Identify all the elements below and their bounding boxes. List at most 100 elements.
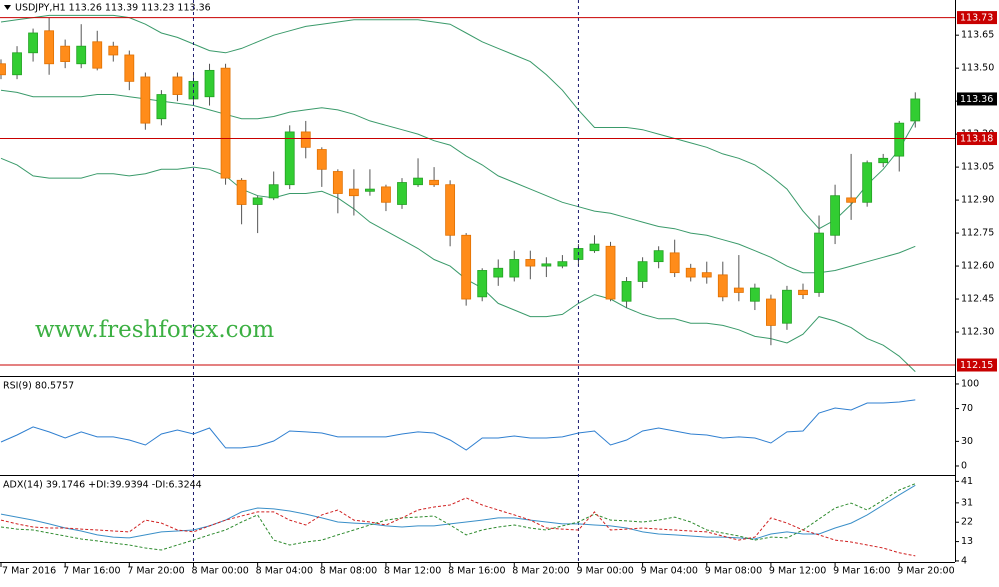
candle-body: [284, 131, 295, 186]
candle-body: [621, 281, 632, 302]
panel-title: ADX(14) 39.1746 +DI:39.9394 -DI:6.3244: [3, 480, 202, 491]
candle-body: [557, 261, 568, 267]
candle-body: [445, 184, 456, 236]
candle-body: [589, 243, 600, 252]
candle-body: [348, 188, 359, 197]
y-tick-label: 113.50: [961, 63, 994, 74]
candle-body: [894, 122, 905, 157]
candle-body: [477, 270, 488, 298]
indicator-line: [0, 399, 916, 451]
candle-body: [733, 287, 744, 293]
y-tick-label: 30: [961, 436, 973, 447]
indicator-line: [0, 89, 916, 274]
candle-body: [493, 267, 504, 278]
x-tick-label: 9 Mar 20:00: [897, 566, 954, 577]
price-label-bg: [957, 92, 997, 106]
x-tick-label: 8 Mar 00:00: [191, 566, 248, 577]
x-tick-label: 7 Mar 16:00: [63, 566, 120, 577]
y-tick-label: 70: [961, 403, 973, 414]
watermark: www.freshforex.com: [35, 317, 274, 343]
x-tick-label: 8 Mar 20:00: [512, 566, 569, 577]
x-tick-label: 9 Mar 00:00: [576, 566, 633, 577]
level-label-bg: [957, 11, 997, 25]
candle-body: [12, 52, 22, 76]
candle-body: [316, 149, 327, 170]
candle-body: [236, 179, 247, 205]
y-tick-label: 31: [961, 497, 973, 508]
y-tick-label: 4: [961, 555, 967, 566]
price-label: 113.36: [960, 94, 993, 105]
candle-body: [814, 232, 824, 293]
level-label: 112.15: [960, 360, 993, 371]
candle-body: [268, 184, 279, 199]
candle-body: [798, 289, 808, 296]
candle-body: [300, 131, 311, 148]
candle-body: [204, 69, 215, 98]
indicator-line: [0, 14, 916, 230]
candle-body: [397, 182, 407, 205]
candle-body: [685, 267, 696, 278]
candle-body: [365, 188, 375, 192]
indicator-line: [0, 497, 916, 557]
x-tick-label: 8 Mar 12:00: [384, 566, 441, 577]
candle-body: [637, 261, 648, 282]
x-tick-label: 9 Mar 04:00: [641, 566, 698, 577]
candle-body: [76, 45, 87, 65]
candle-body: [381, 186, 391, 203]
y-tick-label: 112.90: [961, 195, 994, 206]
indicator-line: [0, 157, 916, 372]
x-tick-label: 9 Mar 12:00: [769, 566, 826, 577]
indicator-line: [0, 483, 916, 551]
candle-body: [332, 171, 343, 194]
y-tick-label: 13: [961, 536, 973, 547]
candle-body: [605, 245, 616, 300]
y-tick-label: 112.45: [961, 294, 994, 305]
candle-body: [108, 45, 119, 56]
candle-body: [766, 298, 776, 326]
candle-body: [701, 272, 712, 278]
candle-body: [461, 234, 472, 300]
candle-body: [172, 76, 183, 95]
x-tick-label: 9 Mar 08:00: [705, 566, 762, 577]
candle-body: [92, 41, 103, 69]
candle-body: [525, 259, 536, 267]
y-tick-label: 22: [961, 517, 973, 528]
candle-body: [782, 289, 792, 324]
candle-body: [878, 157, 889, 164]
panel: 100 70 30 0 RSI(9) 80.5757: [0, 378, 979, 471]
level-label: 113.18: [960, 134, 993, 145]
candle-body: [669, 252, 680, 274]
panel-frames: [0, 0, 956, 563]
candle-body: [749, 287, 760, 302]
candle-body: [252, 197, 263, 205]
level-label-bg: [957, 358, 997, 372]
candle-body: [429, 179, 439, 186]
x-tick-label: 8 Mar 04:00: [256, 566, 313, 577]
candle-body: [717, 274, 728, 298]
y-tick-label: 113.05: [961, 162, 994, 173]
x-tick-label: 7 Mar 2016: [2, 566, 56, 577]
candle-body: [830, 195, 840, 236]
candle-body: [124, 54, 135, 82]
candle-body: [541, 263, 552, 267]
x-tick-label: 9 Mar 16:00: [833, 566, 890, 577]
x-tick-label: 8 Mar 08:00: [320, 566, 377, 577]
candle-body: [509, 259, 520, 278]
level-label-bg: [957, 132, 997, 146]
y-tick-label: 112.75: [961, 228, 994, 239]
menu-triangle[interactable]: [4, 5, 11, 10]
candle-body: [44, 30, 55, 65]
x-tick-label: 8 Mar 16:00: [448, 566, 505, 577]
candle-body: [846, 197, 857, 203]
level-label: 113.73: [960, 13, 993, 24]
candle-body: [156, 94, 167, 120]
panel-title: RSI(9) 80.5757: [3, 381, 74, 392]
y-tick-label: 100: [961, 378, 979, 389]
candle-body: [0, 63, 6, 76]
y-tick-label: 113.65: [961, 30, 994, 41]
candle-body: [28, 32, 38, 54]
candle-body: [220, 67, 231, 179]
chart-title: USDJPY,H1 113.26 113.39 113.23 113.36: [15, 3, 211, 14]
